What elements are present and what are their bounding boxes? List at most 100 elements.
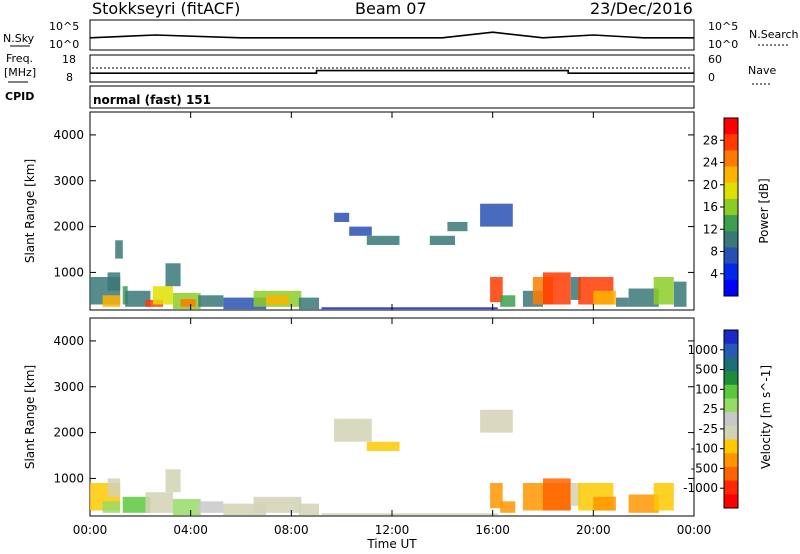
noise-left-tick-top: 10^5 xyxy=(49,20,79,33)
noise-right-tick-top: 10^5 xyxy=(708,20,738,33)
colorbar-swatch xyxy=(724,134,738,151)
x-tick-label: 16:00 xyxy=(475,523,510,537)
colorbar-swatch xyxy=(724,371,738,386)
echo-cell xyxy=(266,295,289,305)
velocity-cells xyxy=(90,409,674,516)
colorbar-swatch xyxy=(724,279,738,297)
freq-label-1: Freq. xyxy=(6,52,33,65)
echo-cell xyxy=(593,290,616,305)
echo-cell xyxy=(334,418,372,442)
velocity-colorbar-label: Velocity [m s^-1] xyxy=(759,365,773,469)
echo-cell xyxy=(480,409,513,433)
echo-cell xyxy=(653,483,674,511)
colorbar-swatch xyxy=(724,118,738,135)
echo-cell xyxy=(490,483,503,509)
freq-frame xyxy=(89,54,695,83)
echo-cell xyxy=(628,494,659,513)
colorbar-tick-label: 12 xyxy=(703,222,718,236)
colorbar-tick-label: -25 xyxy=(698,422,718,436)
freq-panel: Freq. [MHz] 18 8 60 0 Nave xyxy=(4,52,776,85)
velocity-ylabel: Slant Range [km] xyxy=(23,365,37,469)
station-title: Stokkseyri (fitACF) xyxy=(92,0,240,18)
echo-cell xyxy=(628,288,659,307)
colorbar-swatch xyxy=(724,150,738,168)
velocity-panel: 1000 2000 3000 4000 Slant Range [km] 1000 50… xyxy=(23,317,773,517)
x-tick-label: 04:00 xyxy=(173,523,208,537)
colorbar-swatch xyxy=(724,425,738,440)
echo-cell xyxy=(107,272,121,291)
echo-cell xyxy=(107,478,121,497)
echo-cell xyxy=(673,281,687,307)
echo-cell xyxy=(480,203,513,227)
x-tick-label: 00:00 xyxy=(73,523,108,537)
echo-cell xyxy=(616,297,629,307)
colorbar-swatch xyxy=(724,398,738,413)
echo-cell xyxy=(198,295,224,307)
colorbar-tick-label: 100 xyxy=(695,382,718,396)
cpid-panel: CPID normal (fast) 151 xyxy=(5,85,695,109)
y-tick-label: 3000 xyxy=(53,174,84,188)
cpid-frame xyxy=(89,85,695,109)
y-tick-label: 4000 xyxy=(53,334,84,348)
cpid-mode: normal (fast) 151 xyxy=(93,93,211,107)
echo-cell xyxy=(102,501,121,513)
echo-cell xyxy=(500,501,516,513)
echo-cell xyxy=(145,492,174,513)
colorbar-swatch xyxy=(724,453,738,468)
colorbar-swatch xyxy=(724,480,738,495)
colorbar-tick-label: -100 xyxy=(691,442,718,456)
colorbar-swatch xyxy=(724,412,738,427)
power-panel: 1000 2000 3000 4000 Slant Range [km] 28 24 20… xyxy=(23,111,771,311)
colorbar-tick-label: 16 xyxy=(703,200,718,214)
colorbar-swatch xyxy=(724,263,738,281)
echo-cell xyxy=(543,478,571,511)
echo-cell xyxy=(321,307,498,310)
y-tick-label: 3000 xyxy=(53,380,84,394)
nave-tick-top: 60 xyxy=(708,53,722,66)
echo-cell xyxy=(223,297,267,310)
nave-series xyxy=(90,69,694,74)
colorbar-tick-label: 25 xyxy=(703,402,718,416)
y-tick-label: 2000 xyxy=(53,220,84,234)
colorbar-swatch xyxy=(724,166,738,184)
echo-cell xyxy=(173,499,201,515)
freq-tick-top: 18 xyxy=(62,53,76,66)
colorbar-swatch xyxy=(724,466,738,482)
x-axis: 00:00 04:00 08:00 12:00 16:00 20:00 00:00 xyxy=(73,112,712,537)
echo-cell xyxy=(349,226,372,236)
colorbar-tick-label: 28 xyxy=(703,133,718,147)
colorbar-tick-label: 1000 xyxy=(687,343,718,357)
noise-sky-series xyxy=(89,31,694,39)
echo-cell xyxy=(223,503,267,516)
echo-cell xyxy=(152,286,173,305)
colorbar-tick-label: -1000 xyxy=(683,481,718,495)
echo-cell xyxy=(298,503,319,516)
colorbar-swatch xyxy=(724,231,738,248)
colorbar-swatch xyxy=(724,357,738,372)
colorbar-tick-label: 8 xyxy=(710,245,718,259)
colorbar-tick-label: 20 xyxy=(703,178,718,192)
noise-left-label: N.Sky xyxy=(3,32,35,45)
velocity-y-ticks: 1000 2000 3000 4000 xyxy=(53,334,694,485)
x-tick-label: 08:00 xyxy=(274,523,309,537)
colorbar-tick-label: -500 xyxy=(691,461,718,475)
echo-cell xyxy=(115,240,123,259)
colorbar-swatch xyxy=(724,439,738,454)
x-tick-label: 00:00 xyxy=(677,523,712,537)
echo-cell xyxy=(543,272,571,305)
noise-right-label: N.Search xyxy=(749,28,799,41)
freq-label-2: [MHz] xyxy=(4,66,36,79)
echo-cell xyxy=(165,263,181,287)
echo-cell xyxy=(253,496,302,513)
colorbar-swatch xyxy=(724,215,738,232)
echo-cell xyxy=(125,290,151,307)
noise-panel: N.Sky N.Search 10^5 10^0 10^5 10^0 xyxy=(3,19,799,51)
power-colorbar-label: Power [dB] xyxy=(757,178,771,243)
echo-cell xyxy=(570,277,581,300)
noise-left-tick-bottom: 10^0 xyxy=(49,38,79,51)
echo-cell xyxy=(102,295,121,307)
y-tick-label: 4000 xyxy=(53,128,84,142)
echo-cell xyxy=(298,297,319,310)
echo-cell xyxy=(321,513,498,516)
